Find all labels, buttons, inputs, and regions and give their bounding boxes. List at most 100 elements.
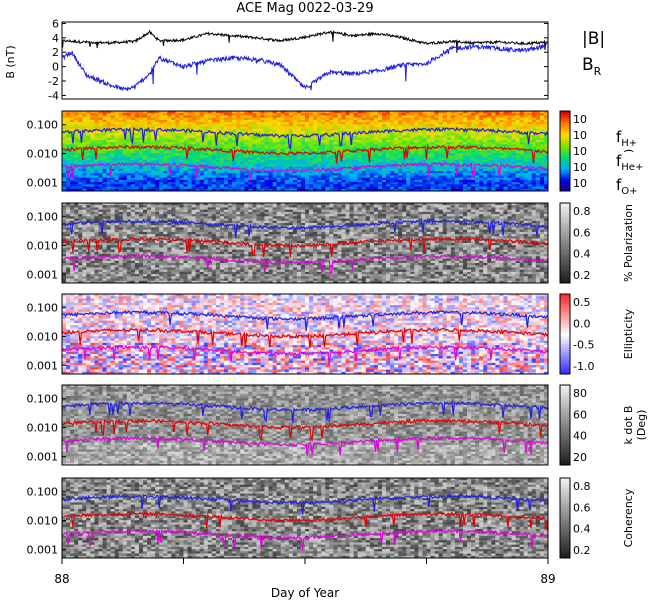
heatmap-cell (471, 184, 476, 187)
heatmap-cell (98, 211, 103, 215)
heatmap-cell (309, 131, 314, 134)
heatmap-cell (325, 207, 330, 211)
heatmap-cell (373, 182, 379, 185)
heatmap-cell (171, 111, 176, 114)
heatmap-cell (284, 184, 290, 187)
heatmap-cell (458, 115, 464, 119)
heatmap-cell (272, 188, 278, 192)
heatmap-cell (398, 168, 403, 172)
heatmap-cell (337, 157, 342, 161)
heatmap-cell (394, 162, 399, 165)
heatmap-cell (159, 115, 164, 119)
heatmap-cell (159, 184, 164, 187)
heatmap-cell (74, 188, 79, 192)
heatmap-cell (454, 131, 460, 134)
heatmap-cell (430, 144, 435, 147)
heatmap-cell (260, 157, 265, 161)
heatmap-cell (147, 146, 152, 150)
heatmap-cell (321, 146, 326, 150)
heatmap-cell (268, 139, 273, 143)
heatmap-cell (256, 184, 261, 187)
heatmap-cell (454, 137, 460, 141)
heatmap-cell (418, 179, 423, 183)
heatmap-cell (272, 137, 278, 141)
heatmap-cell (398, 155, 403, 159)
heatmap-cell (66, 119, 71, 123)
heatmap-cell (495, 117, 500, 121)
heatmap-cell (471, 173, 476, 176)
heatmap-cell (309, 182, 314, 185)
heatmap-cell (373, 153, 379, 156)
heatmap-cell (390, 139, 395, 143)
heatmap-cell (126, 135, 132, 139)
heatmap-cell (337, 209, 342, 213)
heatmap-cell (78, 148, 83, 152)
field-ytick-label: 4 (52, 32, 59, 45)
heatmap-cell (390, 188, 395, 192)
heatmap-cell (511, 162, 516, 165)
heatmap-cell (90, 142, 95, 145)
heatmap-cell (495, 111, 500, 114)
heatmap-cell (309, 139, 314, 143)
heatmap-cell (390, 184, 395, 187)
heatmap-cell (535, 137, 541, 141)
heatmap-cell (462, 155, 468, 159)
heatmap-cell (333, 142, 338, 145)
heatmap-cell (130, 155, 136, 159)
heatmap-cell (394, 175, 399, 179)
heatmap-cell (471, 144, 476, 147)
heatmap-cell (458, 168, 464, 172)
heatmap-cell (483, 207, 488, 211)
heatmap-cell (503, 113, 508, 116)
colorbar-step (560, 185, 570, 188)
heatmap-cell (458, 203, 464, 206)
heatmap-cell (106, 168, 111, 172)
heatmap-cell (106, 137, 111, 141)
heatmap-cell (361, 122, 367, 125)
heatmap-cell (163, 144, 168, 147)
heatmap-cell (66, 157, 71, 161)
heatmap-cell (280, 207, 286, 211)
heatmap-cell (62, 205, 67, 208)
heatmap-cell (110, 203, 116, 206)
heatmap-cell (531, 122, 537, 125)
heatmap-cell (418, 203, 423, 206)
heatmap-cell (240, 139, 245, 143)
heatmap-cell (458, 205, 464, 208)
heatmap-cell (232, 135, 237, 139)
heatmap-cell (143, 186, 148, 190)
heatmap-cell (450, 184, 456, 187)
heatmap-cell (377, 207, 383, 211)
heatmap-cell (333, 133, 338, 136)
heatmap-cell (179, 179, 184, 183)
heatmap-cell (122, 164, 128, 167)
heatmap-cell (248, 166, 253, 170)
heatmap-cell (410, 159, 415, 163)
heatmap-cell (175, 159, 180, 163)
heatmap-cell (337, 159, 342, 163)
heatmap-cell (98, 184, 103, 187)
heatmap-cell (483, 153, 488, 156)
heatmap-cell (394, 182, 399, 185)
heatmap-cell (74, 211, 79, 215)
heatmap-cell (543, 171, 549, 174)
heatmap-cell (430, 182, 435, 185)
heatmap-cell (349, 175, 354, 179)
heatmap-cell (467, 124, 472, 127)
heatmap-cell (523, 159, 529, 163)
heatmap-cell (353, 133, 359, 136)
heatmap-cell (134, 135, 140, 139)
heatmap-cell (207, 146, 213, 150)
heatmap-cell (102, 162, 107, 165)
heatmap-cell (228, 124, 233, 127)
heatmap-cell (361, 175, 367, 179)
heatmap-cell (414, 184, 419, 187)
heatmap-cell (228, 188, 233, 192)
heatmap-cell (268, 157, 273, 161)
heatmap-cell (402, 209, 407, 213)
heatmap-cell (422, 139, 427, 143)
heatmap-cell (454, 186, 460, 190)
heatmap-cell (402, 175, 407, 179)
heatmap-cell (377, 162, 383, 165)
heatmap-cell (187, 155, 192, 159)
